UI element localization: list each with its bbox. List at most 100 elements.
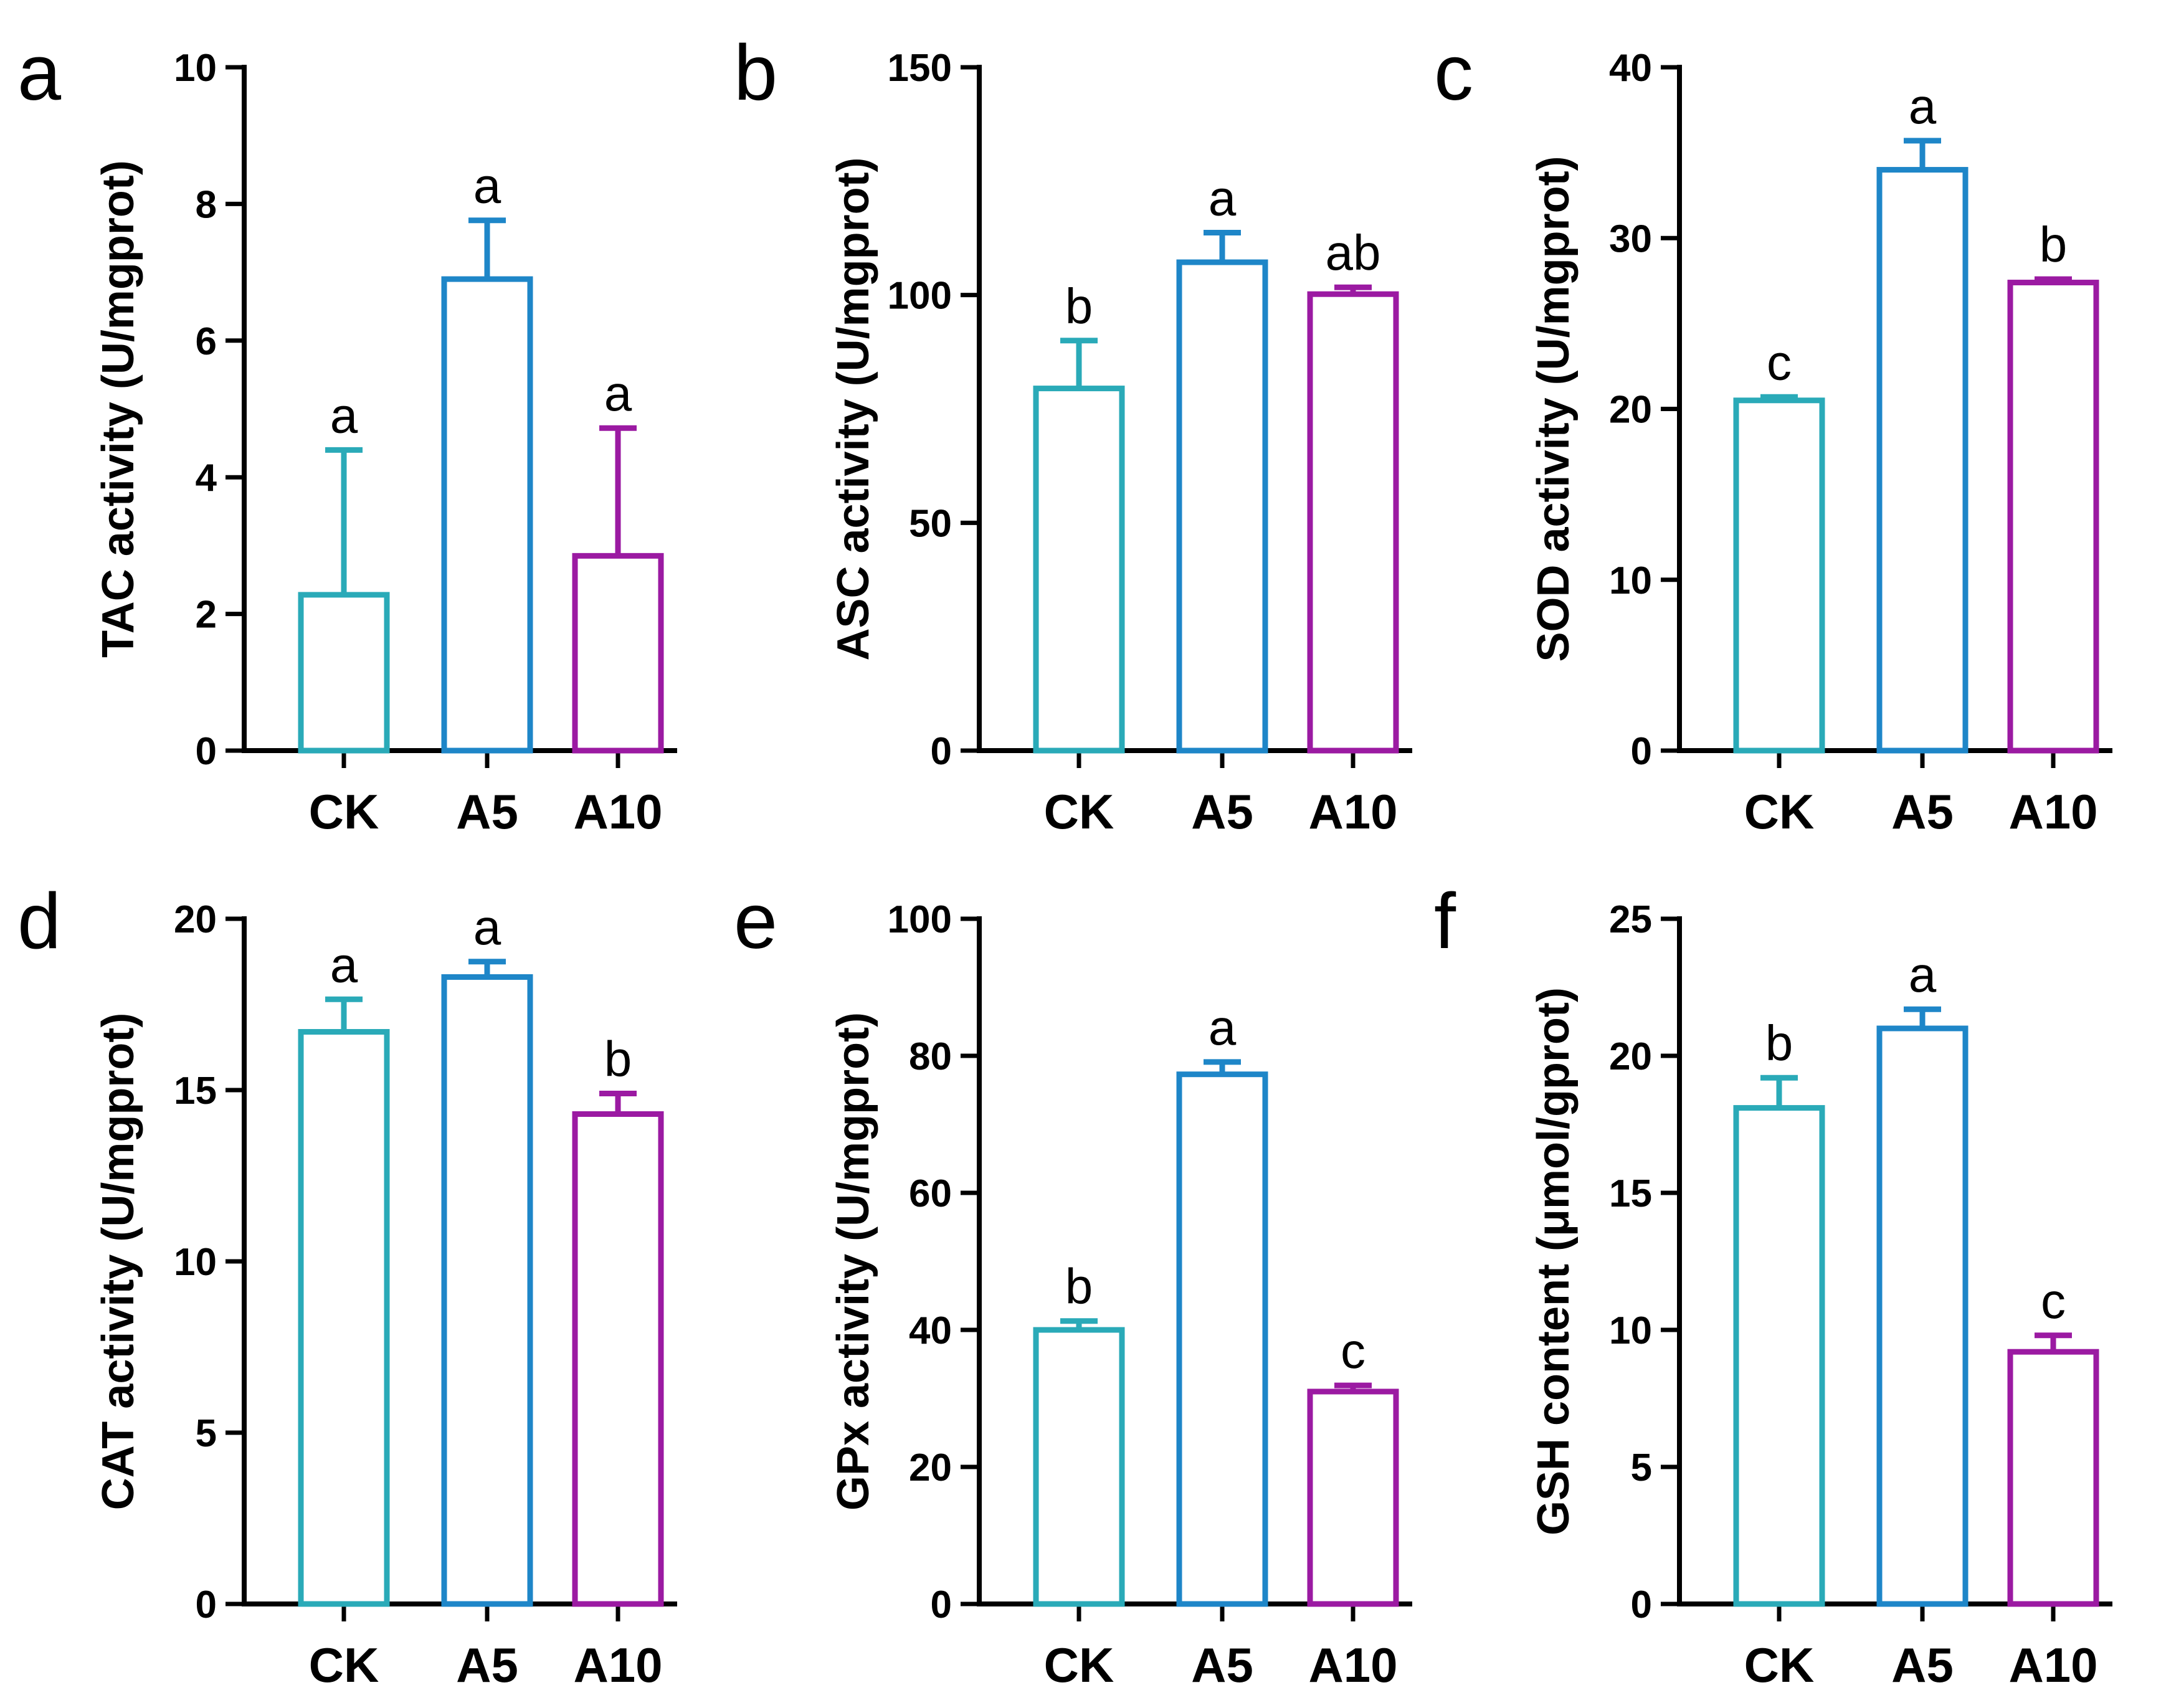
y-tick-label: 0 bbox=[196, 730, 217, 773]
y-tick-label: 60 bbox=[909, 1172, 952, 1215]
y-tick-label: 15 bbox=[1609, 1172, 1652, 1215]
y-tick-label: 40 bbox=[1609, 47, 1652, 90]
y-tick-label: 10 bbox=[174, 47, 217, 90]
x-category-label: A10 bbox=[1308, 1638, 1397, 1692]
y-tick-label: 40 bbox=[909, 1309, 952, 1352]
y-tick-label: 0 bbox=[196, 1583, 217, 1626]
significance-label: a bbox=[1209, 1000, 1237, 1055]
y-tick-label: 0 bbox=[931, 730, 952, 773]
significance-label: b bbox=[1065, 1259, 1093, 1314]
y-tick-label: 100 bbox=[888, 275, 952, 318]
x-category-label: CK bbox=[1744, 784, 1815, 839]
significance-label: a bbox=[1209, 170, 1237, 225]
y-tick-label: 10 bbox=[1609, 1309, 1652, 1352]
significance-label: a bbox=[473, 158, 501, 214]
x-category-label: A5 bbox=[1891, 784, 1954, 839]
x-category-label: A10 bbox=[573, 1638, 662, 1692]
significance-label: ab bbox=[1326, 225, 1381, 280]
panel-letter: e bbox=[734, 877, 777, 965]
y-tick-label: 20 bbox=[1609, 1035, 1652, 1078]
bar-ck bbox=[1733, 397, 1825, 754]
bar-ck bbox=[298, 1029, 390, 1607]
y-tick-label: 100 bbox=[888, 898, 952, 941]
bar-a10 bbox=[572, 553, 664, 754]
significance-label: a bbox=[330, 937, 358, 992]
y-tick-label: 5 bbox=[1631, 1446, 1652, 1489]
x-category-label: A10 bbox=[2008, 1638, 2097, 1692]
y-tick-label: 8 bbox=[196, 183, 217, 226]
bar-a10 bbox=[572, 1111, 664, 1607]
y-tick-label: 150 bbox=[888, 47, 952, 90]
bar-a5 bbox=[1876, 1025, 1969, 1607]
y-tick-label: 25 bbox=[1609, 898, 1652, 941]
y-tick-label: 20 bbox=[909, 1446, 952, 1489]
significance-label: c bbox=[1341, 1323, 1365, 1378]
bar-a5 bbox=[1876, 167, 1969, 754]
y-axis-title: GPx activity (U/mgprot) bbox=[829, 1012, 878, 1511]
chart-panel-a: 0 2 4 6 8 10 TAC activity (U/mgprot) a a CK a A5 a A1… bbox=[17, 29, 677, 839]
y-tick-label: 0 bbox=[1631, 730, 1652, 773]
y-axis-title: TAC activity (U/mgprot) bbox=[93, 160, 143, 658]
panel-letter: d bbox=[17, 877, 61, 965]
bar-ck bbox=[1733, 1105, 1825, 1607]
bar-a5 bbox=[1176, 259, 1268, 754]
x-category-label: CK bbox=[1044, 784, 1114, 839]
significance-label: b bbox=[1065, 278, 1093, 334]
significance-label: c bbox=[1767, 334, 1792, 390]
x-category-label: A5 bbox=[456, 1638, 518, 1692]
y-tick-label: 30 bbox=[1609, 217, 1652, 260]
significance-label: a bbox=[1909, 78, 1937, 134]
significance-label: a bbox=[1909, 947, 1937, 1002]
significance-label: a bbox=[330, 387, 358, 443]
panel-letter: b bbox=[734, 29, 777, 116]
x-category-label: CK bbox=[309, 784, 379, 839]
bar-a5 bbox=[441, 974, 533, 1607]
x-category-label: CK bbox=[1044, 1638, 1114, 1692]
x-category-label: A5 bbox=[1891, 1638, 1954, 1692]
x-category-label: A5 bbox=[456, 784, 518, 839]
significance-label: b bbox=[604, 1032, 632, 1087]
y-tick-label: 5 bbox=[196, 1412, 217, 1455]
y-tick-label: 20 bbox=[174, 898, 217, 941]
x-category-label: A10 bbox=[1308, 784, 1397, 839]
y-axis-title: SOD activity (U/mgprot) bbox=[1529, 156, 1579, 662]
bar-a10 bbox=[2007, 280, 2099, 754]
panel-letter: c bbox=[1434, 29, 1473, 116]
bar-a10 bbox=[1307, 291, 1399, 754]
bar-ck bbox=[1033, 1327, 1125, 1607]
y-axis-title: ASC activity (U/mgprot) bbox=[829, 157, 878, 660]
x-category-label: A5 bbox=[1191, 784, 1253, 839]
panel-letter: a bbox=[17, 29, 62, 116]
x-category-label: A10 bbox=[2008, 784, 2097, 839]
y-tick-label: 4 bbox=[196, 457, 217, 500]
bar-a10 bbox=[1307, 1388, 1399, 1607]
y-tick-label: 6 bbox=[196, 320, 217, 363]
bar-a10 bbox=[2007, 1349, 2099, 1607]
y-tick-label: 2 bbox=[196, 594, 217, 637]
chart-panel-c: 0 10 20 30 40 SOD activity (U/mgprot) c c CK a A5 b… bbox=[1434, 29, 2112, 839]
x-category-label: A10 bbox=[573, 784, 662, 839]
chart-panel-f: 0 5 10 15 20 25 GSH content (μmol/gprot) f b CK a A… bbox=[1434, 877, 2112, 1692]
bar-ck bbox=[298, 592, 390, 754]
significance-label: a bbox=[473, 899, 501, 955]
bar-a5 bbox=[1176, 1071, 1268, 1607]
significance-label: a bbox=[604, 366, 632, 421]
y-tick-label: 20 bbox=[1609, 389, 1652, 432]
y-tick-label: 10 bbox=[1609, 559, 1652, 602]
y-tick-label: 0 bbox=[1631, 1583, 1652, 1626]
x-category-label: A5 bbox=[1191, 1638, 1253, 1692]
bar-a5 bbox=[441, 276, 533, 754]
significance-label: b bbox=[2040, 217, 2068, 272]
chart-panel-b: 0 50 100 150 ASC activity (U/mgprot) b b CK a A5 a… bbox=[734, 29, 1412, 839]
y-tick-label: 0 bbox=[931, 1583, 952, 1626]
y-tick-label: 15 bbox=[174, 1070, 217, 1113]
bar-ck bbox=[1033, 386, 1125, 754]
significance-label: b bbox=[1765, 1015, 1793, 1071]
x-category-label: CK bbox=[309, 1638, 379, 1692]
y-tick-label: 50 bbox=[909, 502, 952, 545]
x-category-label: CK bbox=[1744, 1638, 1815, 1692]
y-tick-label: 10 bbox=[174, 1241, 217, 1284]
significance-label: c bbox=[2041, 1273, 2066, 1329]
y-tick-label: 80 bbox=[909, 1035, 952, 1078]
